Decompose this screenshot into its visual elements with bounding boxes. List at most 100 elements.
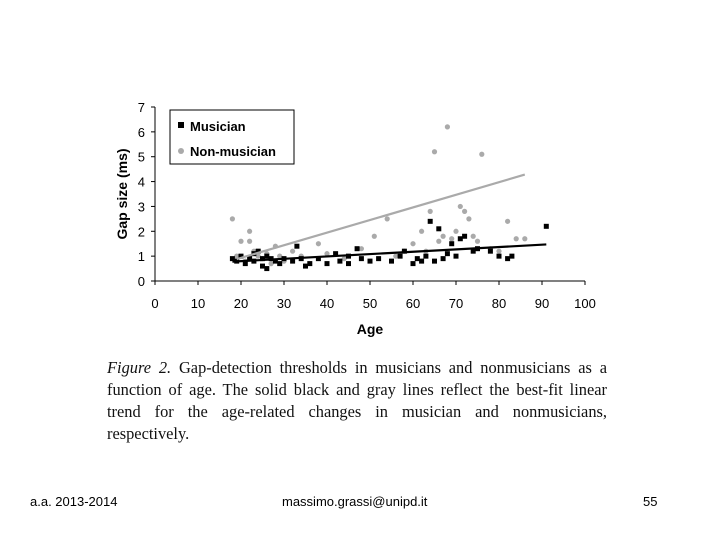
data-point-non-musician — [453, 228, 459, 234]
x-tick-label: 90 — [535, 296, 549, 311]
fit-line-non-musician — [236, 173, 526, 261]
data-point-musician — [414, 256, 420, 262]
data-point-musician — [264, 253, 270, 259]
data-point-musician — [427, 218, 433, 224]
figure-caption: Figure 2. Gap-detection thresholds in mu… — [107, 357, 607, 445]
data-point-musician — [453, 253, 459, 259]
scatter-chart: 0 10 20 30 40 50 60 70 80 90 100 0 1 2 3 4 5 6 7 Musician … — [114, 100, 596, 337]
y-tick-label: 4 — [138, 175, 145, 190]
data-point-musician — [367, 258, 373, 264]
x-tick-label: 80 — [492, 296, 506, 311]
x-axis-label: Age — [357, 321, 384, 337]
data-point-non-musician — [419, 228, 425, 234]
data-point-non-musician — [479, 151, 485, 157]
data-point-non-musician — [496, 248, 502, 254]
data-point-musician — [307, 261, 313, 267]
data-point-musician — [303, 263, 308, 269]
data-point-non-musician — [470, 233, 476, 239]
data-point-musician — [419, 258, 425, 264]
legend-label-non-musician: Non-musician — [190, 144, 276, 159]
data-point-musician — [487, 248, 493, 254]
data-point-musician — [376, 256, 382, 262]
data-point-non-musician — [247, 228, 253, 234]
data-point-musician — [272, 258, 278, 264]
y-tick-label: 0 — [138, 274, 145, 289]
data-point-non-musician — [427, 208, 433, 214]
data-point-musician — [423, 253, 429, 259]
data-point-non-musician — [268, 261, 274, 267]
data-point-musician — [290, 258, 296, 264]
data-point-musician — [389, 258, 394, 264]
data-point-musician — [315, 256, 321, 262]
x-tick-label: 50 — [363, 296, 377, 311]
data-point-musician — [410, 261, 416, 267]
data-point-non-musician — [371, 233, 377, 239]
data-point-non-musician — [440, 233, 446, 239]
data-point-non-musician — [277, 253, 283, 259]
data-point-musician — [457, 236, 463, 242]
data-point-musician — [444, 251, 450, 257]
x-tick-label: 70 — [449, 296, 463, 311]
data-point-non-musician — [234, 253, 240, 259]
data-point-musician — [509, 253, 515, 259]
data-point-non-musician — [462, 208, 468, 214]
x-tick-label: 10 — [191, 296, 205, 311]
caption-text: Gap-detection thresholds in musicians an… — [107, 358, 607, 443]
data-point-musician — [260, 263, 265, 269]
data-point-non-musician — [474, 238, 481, 244]
y-tick-label: 1 — [138, 249, 145, 264]
data-point-musician — [436, 226, 442, 232]
y-tick-label: 6 — [138, 125, 145, 140]
data-point-non-musician — [466, 216, 472, 222]
data-point-non-musician — [449, 236, 455, 242]
x-tick-label: 40 — [320, 296, 334, 311]
x-tick-label: 0 — [151, 296, 158, 311]
x-tick-label: 30 — [277, 296, 291, 311]
legend-marker-non-musician — [178, 148, 184, 154]
data-point-non-musician — [505, 218, 511, 224]
data-point-musician — [242, 261, 248, 267]
data-point-musician — [505, 256, 511, 262]
y-tick-label: 3 — [138, 199, 145, 214]
data-point-musician — [238, 253, 244, 259]
fit-line-musician — [232, 243, 547, 263]
legend-label-musician: Musician — [190, 119, 246, 134]
data-point-non-musician — [255, 253, 261, 259]
data-point-non-musician — [358, 246, 364, 252]
data-point-non-musician — [393, 253, 399, 259]
data-point-non-musician — [384, 216, 390, 222]
data-point-non-musician — [315, 241, 321, 247]
data-point-musician — [346, 261, 351, 267]
figure-label: Figure 2. — [107, 358, 172, 377]
footer-academic-year: a.a. 2013-2014 — [30, 494, 118, 509]
data-point-non-musician — [436, 238, 442, 244]
footer-email: massimo.grassi@unipd.it — [282, 494, 428, 509]
data-point-non-musician — [324, 251, 330, 257]
data-point-musician — [294, 243, 300, 249]
data-point-non-musician — [341, 256, 347, 262]
data-point-non-musician — [522, 236, 528, 242]
data-point-musician — [324, 261, 330, 267]
data-point-non-musician — [444, 124, 450, 130]
data-point-musician — [449, 241, 455, 247]
x-tick-label: 60 — [406, 296, 420, 311]
y-tick-label: 2 — [138, 224, 145, 239]
y-tick-label: 7 — [138, 100, 145, 115]
data-point-musician — [432, 258, 437, 264]
data-point-musician — [260, 256, 265, 262]
data-point-non-musician — [238, 238, 244, 244]
data-point-musician — [264, 266, 270, 272]
x-tick-label: 20 — [234, 296, 248, 311]
data-point-musician — [543, 223, 549, 229]
data-point-musician — [358, 256, 364, 262]
data-point-musician — [277, 261, 283, 267]
plot-area: 0 10 20 30 40 50 60 70 80 90 100 0 1 2 3 4 5 6 7 — [138, 100, 596, 311]
data-point-musician — [255, 248, 261, 254]
y-tick-label: 5 — [138, 150, 145, 165]
data-point-musician — [397, 253, 403, 259]
legend-marker-musician — [178, 122, 184, 128]
data-point-musician — [462, 233, 468, 239]
data-point-non-musician — [410, 241, 416, 247]
data-point-non-musician — [431, 149, 438, 155]
x-tick-label: 100 — [574, 296, 596, 311]
